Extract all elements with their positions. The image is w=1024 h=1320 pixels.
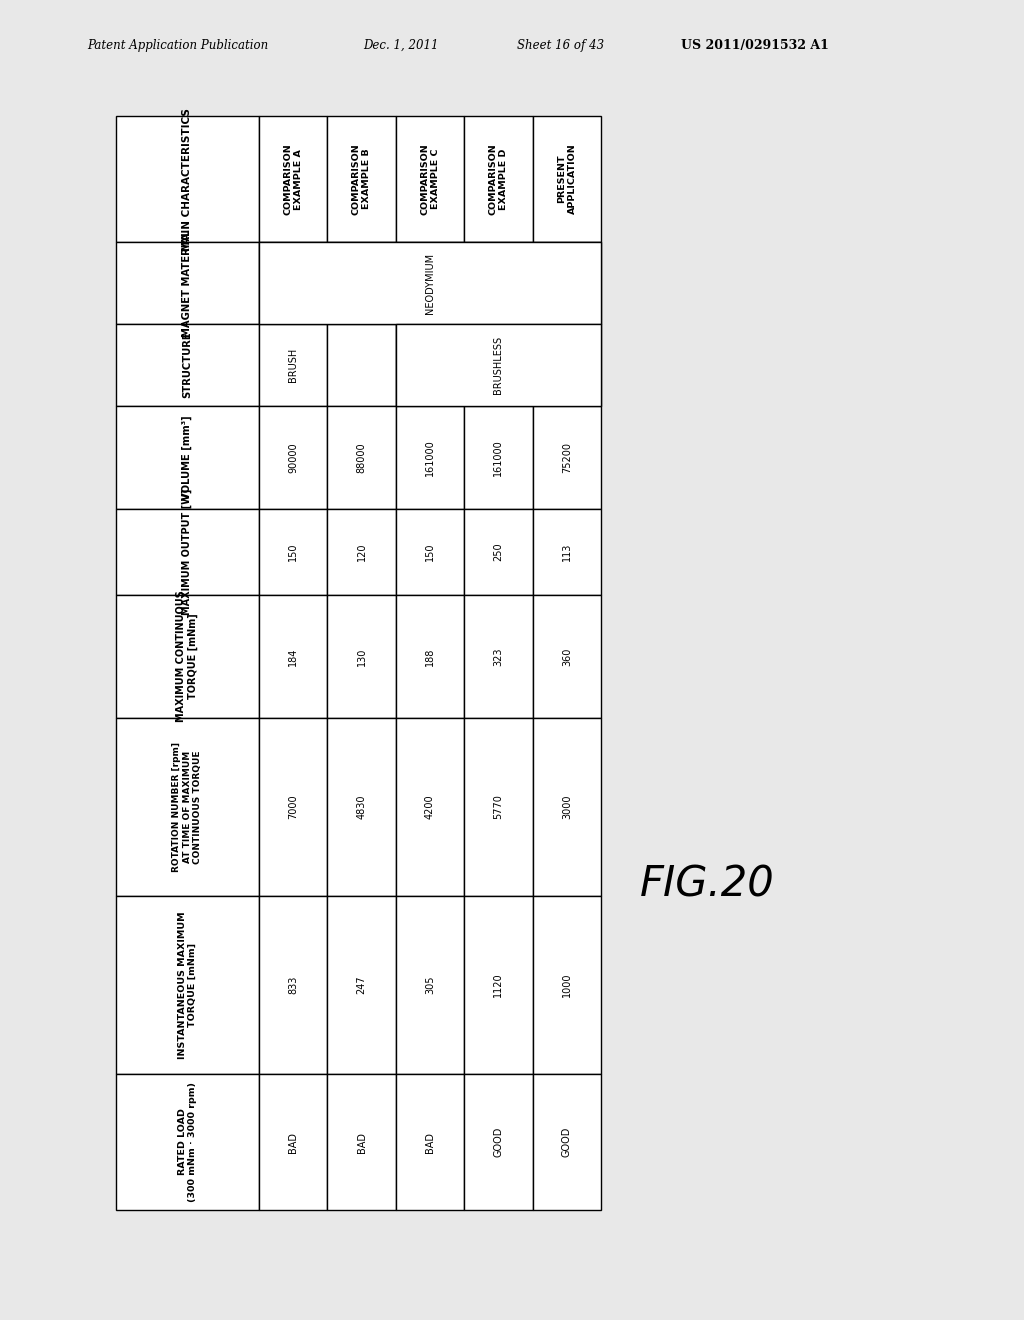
- Text: 188: 188: [425, 647, 435, 665]
- Text: 323: 323: [494, 647, 504, 665]
- Text: MAIN CHARACTERISTICS: MAIN CHARACTERISTICS: [182, 108, 193, 251]
- Text: COMPARISON
EXAMPLE D: COMPARISON EXAMPLE D: [488, 143, 508, 215]
- Text: COMPARISON
EXAMPLE B: COMPARISON EXAMPLE B: [352, 143, 372, 215]
- Text: COMPARISON
EXAMPLE C: COMPARISON EXAMPLE C: [420, 143, 439, 215]
- Text: 305: 305: [425, 975, 435, 994]
- Text: MAXIMUM OUTPUT [W]: MAXIMUM OUTPUT [W]: [182, 488, 193, 615]
- Text: 833: 833: [288, 975, 298, 994]
- Text: 1120: 1120: [494, 973, 504, 997]
- Text: 7000: 7000: [288, 795, 298, 820]
- Text: GOOD: GOOD: [562, 1127, 571, 1158]
- Text: Sheet 16 of 43: Sheet 16 of 43: [517, 38, 604, 51]
- Text: US 2011/0291532 A1: US 2011/0291532 A1: [681, 38, 828, 51]
- Text: STRUCTURE: STRUCTURE: [182, 331, 193, 399]
- Text: NEODYMIUM: NEODYMIUM: [425, 252, 435, 314]
- Text: 1000: 1000: [562, 973, 571, 997]
- Text: 88000: 88000: [356, 442, 367, 473]
- Text: 4200: 4200: [425, 795, 435, 820]
- Text: PRESENT
APPLICATION: PRESENT APPLICATION: [557, 144, 577, 214]
- Text: 184: 184: [288, 647, 298, 665]
- Text: BAD: BAD: [356, 1131, 367, 1152]
- Text: INSTANTANEOUS MAXIMUM
TORQUE [mNm]: INSTANTANEOUS MAXIMUM TORQUE [mNm]: [177, 911, 197, 1059]
- Text: BAD: BAD: [425, 1131, 435, 1152]
- Text: 161000: 161000: [425, 440, 435, 475]
- Text: BRUSH: BRUSH: [288, 348, 298, 383]
- Text: 150: 150: [288, 543, 298, 561]
- Text: 90000: 90000: [288, 442, 298, 473]
- Text: MAXIMUM CONTINUOUS
TORQUE [mNm]: MAXIMUM CONTINUOUS TORQUE [mNm]: [176, 590, 199, 722]
- Text: 247: 247: [356, 975, 367, 994]
- Text: 3000: 3000: [562, 795, 571, 820]
- Text: 360: 360: [562, 647, 571, 665]
- Text: 75200: 75200: [562, 442, 571, 473]
- Text: 130: 130: [356, 647, 367, 665]
- Text: RATED LOAD
(300 mNm · 3000 rpm): RATED LOAD (300 mNm · 3000 rpm): [177, 1082, 197, 1203]
- Text: BRUSHLESS: BRUSHLESS: [494, 337, 504, 395]
- Text: 120: 120: [356, 543, 367, 561]
- Text: COMPARISON
EXAMPLE A: COMPARISON EXAMPLE A: [284, 143, 303, 215]
- Text: ROTATION NUMBER [rpm]
AT TIME OF MAXIMUM
CONTINUOUS TORQUE: ROTATION NUMBER [rpm] AT TIME OF MAXIMUM…: [172, 742, 202, 873]
- Text: 150: 150: [425, 543, 435, 561]
- Text: 4830: 4830: [356, 795, 367, 820]
- Text: Patent Application Publication: Patent Application Publication: [87, 38, 268, 51]
- Text: MAGNET MATERIAL: MAGNET MATERIAL: [182, 230, 193, 337]
- Text: FIG.20: FIG.20: [640, 863, 775, 906]
- Text: BAD: BAD: [288, 1131, 298, 1152]
- Text: 161000: 161000: [494, 440, 504, 475]
- Text: 5770: 5770: [494, 795, 504, 820]
- Text: GOOD: GOOD: [494, 1127, 504, 1158]
- Text: 250: 250: [494, 543, 504, 561]
- Text: 113: 113: [562, 543, 571, 561]
- Text: VOLUME [mm³]: VOLUME [mm³]: [182, 414, 193, 500]
- Text: Dec. 1, 2011: Dec. 1, 2011: [364, 38, 439, 51]
